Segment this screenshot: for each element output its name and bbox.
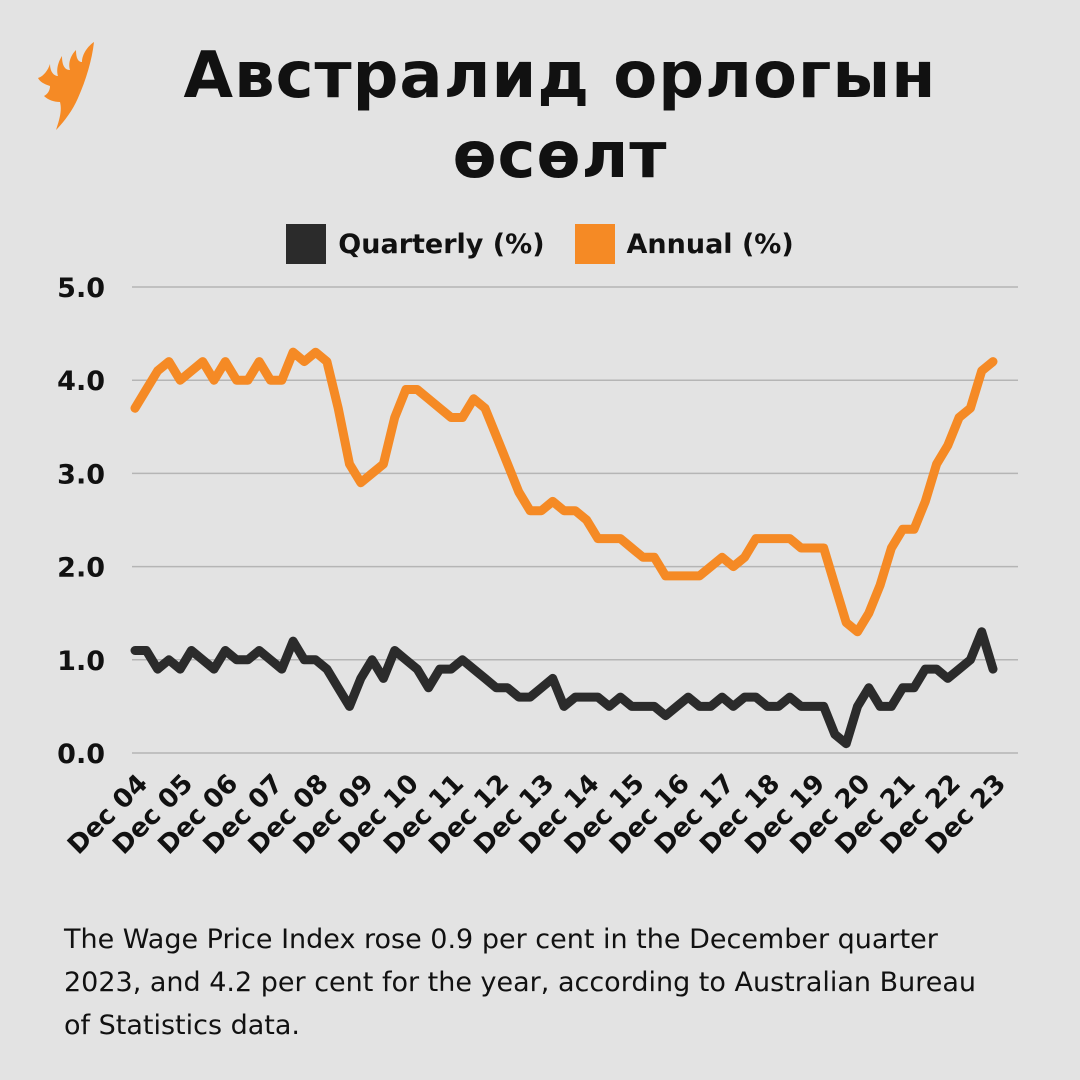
legend-label-annual: Annual (%) — [626, 228, 794, 260]
legend-item-quarterly: Quarterly (%) — [286, 224, 545, 264]
legend-swatch-quarterly — [286, 224, 327, 264]
y-tick-label: 2.0 — [57, 553, 105, 584]
sbs-logo — [38, 42, 94, 130]
legend-item-annual: Annual (%) — [574, 224, 794, 264]
legend-label-quarterly: Quarterly (%) — [338, 228, 545, 260]
y-tick-label: 4.0 — [57, 366, 105, 397]
y-tick-label: 5.0 — [57, 273, 105, 304]
series-line-quarterly — [130, 627, 998, 749]
y-tick-label: 1.0 — [57, 646, 105, 677]
y-tick-label: 0.0 — [57, 739, 105, 770]
logo-shape — [38, 42, 94, 130]
legend-swatch-annual — [574, 224, 615, 264]
caption: The Wage Price Index rose 0.9 per cent i… — [64, 924, 977, 1041]
legend: Quarterly (%) Annual (%) — [0, 224, 1080, 264]
y-tick-label: 3.0 — [57, 459, 105, 490]
series-line-annual — [130, 347, 998, 637]
page-title: Австралид орлогын өсөлт — [183, 39, 937, 193]
